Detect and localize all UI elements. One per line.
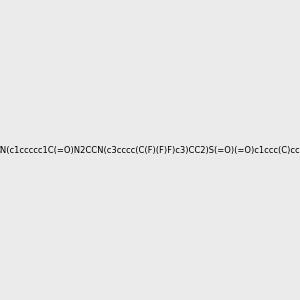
Text: CN(c1ccccc1C(=O)N2CCN(c3cccc(C(F)(F)F)c3)CC2)S(=O)(=O)c1ccc(C)cc1: CN(c1ccccc1C(=O)N2CCN(c3cccc(C(F)(F)F)c3… [0,146,300,154]
